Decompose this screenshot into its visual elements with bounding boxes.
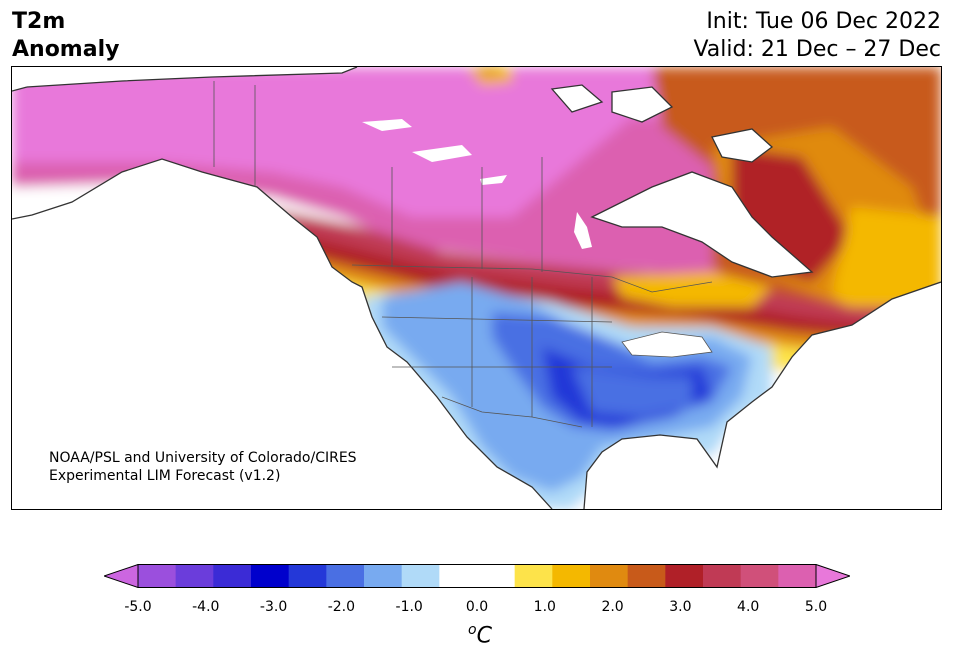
- colorbar-segment: [401, 564, 440, 588]
- colorbar-tick-label: 1.0: [533, 599, 556, 615]
- colorbar-segment: [251, 564, 290, 588]
- colorbar-tick-label: 2.0: [601, 599, 624, 615]
- colorbar-segment: [740, 564, 779, 588]
- unit-degree: o: [468, 622, 477, 638]
- colorbar-svg: [102, 563, 852, 589]
- credit-line-2: Experimental LIM Forecast (v1.2): [49, 468, 281, 484]
- title-line-1: T2m: [12, 9, 66, 34]
- credit-line-1: NOAA/PSL and University of Colorado/CIRE…: [49, 450, 357, 466]
- colorbar-segment: [627, 564, 666, 588]
- coastlines: [12, 67, 941, 509]
- colorbar-segment: [552, 564, 591, 588]
- colorbar-segment: [288, 564, 327, 588]
- colorbar-segment: [477, 564, 516, 588]
- anomaly-map: [11, 66, 942, 510]
- colorbar-over-arrow: [815, 563, 852, 589]
- colorbar-tick-label: -4.0: [192, 599, 220, 615]
- map-title: T2m Anomaly: [12, 8, 119, 64]
- colorbar-segment: [364, 564, 403, 588]
- colorbar-tick-label: 3.0: [669, 599, 692, 615]
- colorbar-tick-label: 5.0: [804, 599, 828, 615]
- colorbar-under-arrow: [102, 563, 139, 589]
- forecast-dates: Init: Tue 06 Dec 2022 Valid: 21 Dec – 27…: [693, 8, 941, 64]
- colorbar-segment: [213, 564, 252, 588]
- init-date: Init: Tue 06 Dec 2022: [706, 9, 941, 34]
- colorbar-segment: [439, 564, 478, 588]
- colorbar-unit: oC: [460, 616, 500, 650]
- colorbar-segment: [703, 564, 742, 588]
- anomaly-shading: [12, 67, 941, 509]
- colorbar-ticks: -5.0 -4.0 -3.0 -2.0 -1.0 0.0 1.0 2.0 3.0 4.0 5.0: [104, 598, 850, 616]
- colorbar-tick-label: 4.0: [737, 599, 760, 615]
- colorbar-frame: [137, 564, 817, 588]
- colorbar-tick-label: -1.0: [395, 599, 423, 615]
- title-line-2: Anomaly: [12, 37, 120, 62]
- colorbar-tick-label: -3.0: [259, 599, 288, 615]
- colorbar-tick-label: -2.0: [327, 599, 356, 615]
- colorbar-segment: [778, 564, 817, 588]
- colorbar-segment: [138, 564, 177, 588]
- colorbar-segment: [175, 564, 214, 588]
- political-borders: [213, 81, 713, 428]
- colorbar-tick-label: -5.0: [124, 599, 152, 615]
- map-canvas: [12, 67, 941, 509]
- credit-text: NOAA/PSL and University of Colorado/CIRE…: [49, 449, 357, 485]
- unit-letter: C: [476, 623, 492, 649]
- colorbar-segment: [590, 564, 629, 588]
- colorbar-segment: [665, 564, 704, 588]
- colorbar-segment: [326, 564, 365, 588]
- colorbar: [102, 563, 852, 589]
- valid-date-range: Valid: 21 Dec – 27 Dec: [693, 37, 941, 62]
- colorbar-segment: [514, 564, 553, 588]
- colorbar-tick-label: 0.0: [465, 599, 489, 615]
